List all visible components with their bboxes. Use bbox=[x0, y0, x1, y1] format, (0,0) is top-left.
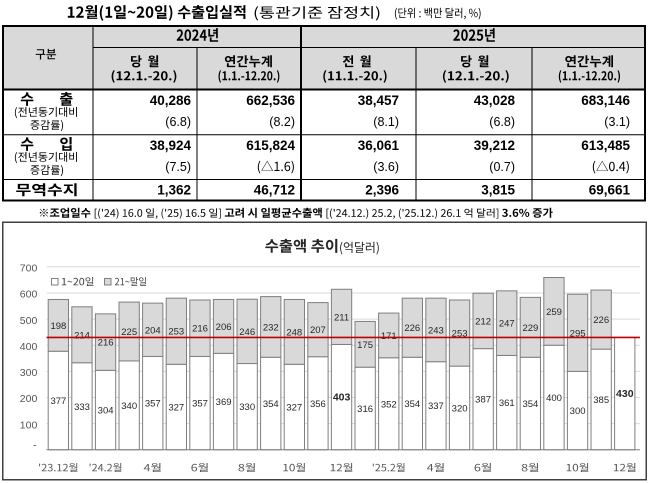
svg-text:300: 300 bbox=[20, 367, 38, 379]
svg-text:232: 232 bbox=[263, 322, 279, 333]
svg-text:100: 100 bbox=[20, 419, 38, 431]
svg-text:259: 259 bbox=[546, 307, 562, 318]
svg-text:253: 253 bbox=[168, 327, 184, 338]
svg-text:(8.1): (8.1) bbox=[373, 115, 399, 129]
svg-text:216: 216 bbox=[98, 338, 114, 349]
svg-text:43,028: 43,028 bbox=[474, 93, 516, 108]
svg-text:248: 248 bbox=[286, 327, 302, 338]
svg-text:320: 320 bbox=[452, 404, 468, 415]
svg-text:(3.1): (3.1) bbox=[604, 115, 630, 129]
svg-text:229: 229 bbox=[522, 323, 538, 334]
svg-text:387: 387 bbox=[475, 395, 491, 406]
svg-text:354: 354 bbox=[522, 399, 538, 410]
svg-text:377: 377 bbox=[50, 396, 66, 407]
svg-text:3,815: 3,815 bbox=[481, 183, 515, 198]
svg-text:361: 361 bbox=[499, 398, 515, 409]
svg-text:333: 333 bbox=[74, 402, 90, 413]
svg-text:216: 216 bbox=[192, 324, 208, 335]
svg-text:171: 171 bbox=[381, 331, 397, 342]
svg-text:69,661: 69,661 bbox=[589, 183, 631, 198]
svg-text:700: 700 bbox=[20, 263, 38, 275]
svg-text:327: 327 bbox=[286, 403, 302, 414]
svg-text:40,286: 40,286 bbox=[150, 93, 192, 108]
svg-text:316: 316 bbox=[357, 404, 373, 415]
svg-text:247: 247 bbox=[499, 319, 515, 330]
svg-text:(6.8): (6.8) bbox=[165, 115, 191, 129]
svg-text:613,485: 613,485 bbox=[581, 138, 630, 153]
svg-text:226: 226 bbox=[404, 323, 420, 334]
svg-text:175: 175 bbox=[357, 340, 373, 351]
svg-text:340: 340 bbox=[121, 401, 137, 412]
svg-text:354: 354 bbox=[263, 399, 279, 410]
svg-text:(0.7): (0.7) bbox=[489, 160, 515, 174]
svg-text:198: 198 bbox=[50, 321, 66, 332]
svg-text:337: 337 bbox=[428, 401, 444, 412]
svg-text:212: 212 bbox=[475, 316, 491, 327]
svg-text:38,924: 38,924 bbox=[150, 138, 192, 153]
svg-text:1,362: 1,362 bbox=[157, 183, 191, 198]
svg-text:356: 356 bbox=[310, 399, 326, 410]
svg-text:600: 600 bbox=[20, 289, 38, 301]
svg-text:211: 211 bbox=[334, 312, 349, 323]
svg-text:-: - bbox=[33, 440, 37, 452]
svg-text:354: 354 bbox=[404, 399, 420, 410]
svg-text:38,457: 38,457 bbox=[358, 93, 399, 108]
svg-text:369: 369 bbox=[216, 397, 232, 408]
svg-text:46,712: 46,712 bbox=[254, 183, 295, 198]
svg-text:(3.6): (3.6) bbox=[373, 160, 399, 174]
svg-text:214: 214 bbox=[74, 330, 90, 341]
svg-text:200: 200 bbox=[20, 393, 38, 405]
svg-text:225: 225 bbox=[121, 327, 137, 338]
svg-text:295: 295 bbox=[570, 328, 586, 339]
svg-text:243: 243 bbox=[428, 325, 444, 336]
svg-text:352: 352 bbox=[381, 399, 397, 410]
svg-text:(8.2): (8.2) bbox=[269, 115, 295, 129]
svg-text:385: 385 bbox=[593, 395, 609, 406]
svg-text:683,146: 683,146 bbox=[581, 93, 630, 108]
svg-text:300: 300 bbox=[570, 406, 586, 417]
svg-text:357: 357 bbox=[145, 399, 161, 410]
svg-text:2,396: 2,396 bbox=[365, 183, 399, 198]
svg-text:357: 357 bbox=[192, 399, 208, 410]
svg-text:(7.5): (7.5) bbox=[165, 160, 191, 174]
svg-text:500: 500 bbox=[20, 315, 38, 327]
svg-text:400: 400 bbox=[20, 341, 38, 353]
svg-text:253: 253 bbox=[452, 329, 468, 340]
svg-text:226: 226 bbox=[593, 315, 609, 326]
svg-text:36,061: 36,061 bbox=[358, 138, 400, 153]
svg-text:662,536: 662,536 bbox=[246, 93, 295, 108]
svg-text:207: 207 bbox=[310, 325, 326, 336]
svg-text:330: 330 bbox=[239, 402, 255, 413]
svg-text:430: 430 bbox=[616, 388, 634, 400]
svg-text:246: 246 bbox=[239, 327, 255, 338]
svg-text:206: 206 bbox=[216, 322, 232, 333]
svg-text:403: 403 bbox=[333, 392, 351, 404]
svg-text:400: 400 bbox=[546, 393, 562, 404]
svg-text:204: 204 bbox=[145, 325, 161, 336]
svg-text:615,824: 615,824 bbox=[246, 138, 295, 153]
svg-text:327: 327 bbox=[168, 403, 184, 414]
svg-text:304: 304 bbox=[98, 406, 114, 417]
svg-text:(6.8): (6.8) bbox=[489, 115, 515, 129]
svg-text:39,212: 39,212 bbox=[474, 138, 515, 153]
